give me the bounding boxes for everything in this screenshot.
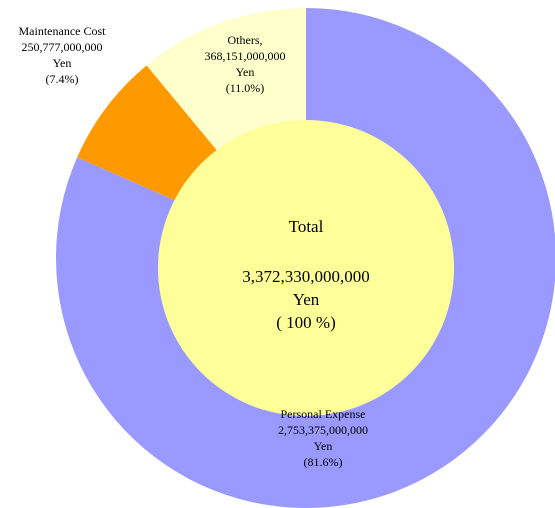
- slice-detail: Yen: [53, 56, 72, 70]
- slice-detail: Yen: [314, 439, 333, 453]
- slice-detail: Yen: [236, 65, 255, 79]
- center-label: Total: [289, 217, 324, 236]
- slice-detail: 368,151,000,000: [205, 49, 286, 63]
- center-label: Yen: [293, 290, 320, 309]
- slice-label: Personal Expense: [281, 407, 366, 421]
- slice-label: Maintenance Cost: [19, 24, 107, 38]
- slice-detail: (11.0%): [226, 81, 265, 95]
- center-label: ( 100 %): [276, 313, 335, 332]
- slice-detail: 2,753,375,000,000: [278, 423, 368, 437]
- slice-detail: (7.4%): [46, 72, 79, 86]
- center-label: 3,372,330,000,000: [242, 267, 370, 286]
- slices: [56, 8, 555, 508]
- slice-label: Others,: [228, 33, 263, 47]
- center-disc: [158, 120, 454, 416]
- slice-detail: (81.6%): [304, 455, 343, 469]
- slice-detail: 250,777,000,000: [22, 40, 103, 54]
- labels: Personal Expense 2,753,375,000,000 Yen (81.…: [19, 24, 370, 469]
